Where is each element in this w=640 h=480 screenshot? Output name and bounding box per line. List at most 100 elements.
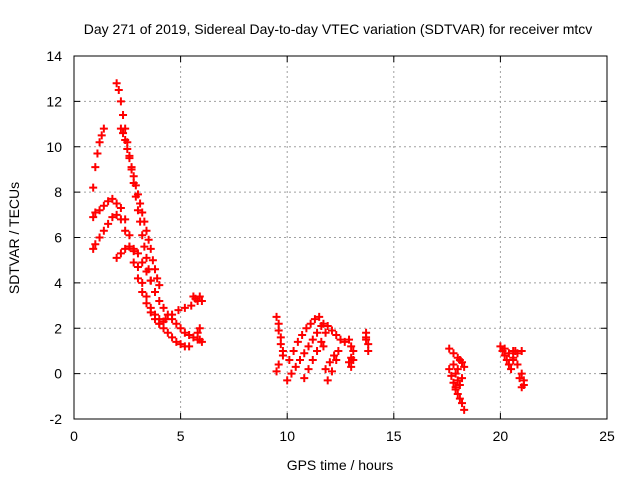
data-point: [458, 399, 467, 408]
data-point: [151, 287, 160, 296]
series-arc-12: [300, 328, 330, 383]
series-arc-6: [112, 242, 155, 285]
data-point: [104, 197, 113, 206]
data-point: [155, 297, 164, 306]
data-point: [274, 319, 283, 328]
data-point: [129, 258, 138, 267]
data-point: [319, 319, 328, 328]
x-tick-label: 20: [493, 428, 509, 444]
data-point: [116, 97, 125, 106]
data-point: [283, 376, 292, 385]
data-point: [95, 206, 104, 215]
data-point: [460, 362, 469, 371]
data-point: [274, 326, 283, 335]
chart-title: Day 271 of 2019, Sidereal Day-to-day VTE…: [84, 21, 593, 37]
data-point: [136, 199, 145, 208]
data-point: [185, 331, 194, 340]
data-point: [146, 276, 155, 285]
data-point: [142, 267, 151, 276]
data-point: [159, 324, 168, 333]
data-point: [327, 326, 336, 335]
data-point: [121, 226, 130, 235]
x-axis-ticks: 0 5 10 15 20 25: [70, 56, 615, 444]
series-arc-7: [155, 301, 196, 328]
data-point: [507, 365, 516, 374]
data-point: [176, 324, 185, 333]
data-point: [142, 292, 151, 301]
data-point: [116, 204, 125, 213]
data-point: [345, 358, 354, 367]
data-point: [195, 324, 204, 333]
data-point: [176, 340, 185, 349]
data-point: [458, 374, 467, 383]
data-point: [99, 124, 108, 133]
data-point: [95, 138, 104, 147]
x-tick-label: 10: [279, 428, 295, 444]
data-point: [517, 383, 526, 392]
y-axis-label: SDTVAR / TECUs: [6, 182, 22, 294]
data-point: [317, 337, 326, 346]
data-point: [163, 328, 172, 337]
data-point: [108, 213, 117, 222]
data-point: [104, 219, 113, 228]
data-point: [146, 308, 155, 317]
data-point: [119, 110, 128, 119]
x-tick-label: 15: [386, 428, 402, 444]
data-point: [125, 242, 134, 251]
y-tick-label: 10: [46, 139, 62, 155]
data-point: [349, 356, 358, 365]
data-point: [129, 172, 138, 181]
series-arc-16: [362, 328, 373, 355]
data-point: [515, 374, 524, 383]
data-point: [315, 312, 324, 321]
x-tick-label: 5: [177, 428, 185, 444]
data-point: [345, 335, 354, 344]
series-arc-22: [509, 346, 528, 392]
data-point: [142, 253, 151, 262]
data-point: [89, 244, 98, 253]
data-point: [291, 362, 300, 371]
series-arc-3: [89, 210, 194, 351]
data-point: [129, 244, 138, 253]
data-point: [453, 390, 462, 399]
data-point: [142, 226, 151, 235]
data-point: [174, 306, 183, 315]
data-point: [364, 340, 373, 349]
data-point: [89, 183, 98, 192]
data-point: [509, 353, 518, 362]
data-point: [272, 367, 281, 376]
data-point: [133, 206, 142, 215]
data-point: [172, 337, 181, 346]
data-point: [185, 342, 194, 351]
data-point: [517, 346, 526, 355]
data-point: [285, 356, 294, 365]
data-point: [91, 240, 100, 249]
data-point: [112, 199, 121, 208]
data-point: [313, 346, 322, 355]
data-point: [133, 249, 142, 258]
data-point: [455, 356, 464, 365]
x-tick-label: 0: [70, 428, 78, 444]
data-point: [313, 328, 322, 337]
data-point: [91, 208, 100, 217]
series-arc-14: [319, 319, 349, 346]
data-point: [445, 365, 454, 374]
data-point: [496, 342, 505, 351]
data-point: [276, 340, 285, 349]
data-point: [327, 367, 336, 376]
data-point: [362, 335, 371, 344]
y-tick-label: 6: [54, 230, 62, 246]
data-point: [310, 315, 319, 324]
data-point: [347, 362, 356, 371]
data-point: [168, 333, 177, 342]
data-point: [302, 324, 311, 333]
data-point: [455, 394, 464, 403]
data-point: [504, 360, 513, 369]
data-point: [332, 356, 341, 365]
series-arc-5: [116, 124, 164, 290]
data-point: [99, 201, 108, 210]
y-tick-label: -2: [50, 411, 63, 427]
series-arc-19: [449, 356, 467, 392]
data-point: [349, 346, 358, 355]
data-point: [319, 342, 328, 351]
